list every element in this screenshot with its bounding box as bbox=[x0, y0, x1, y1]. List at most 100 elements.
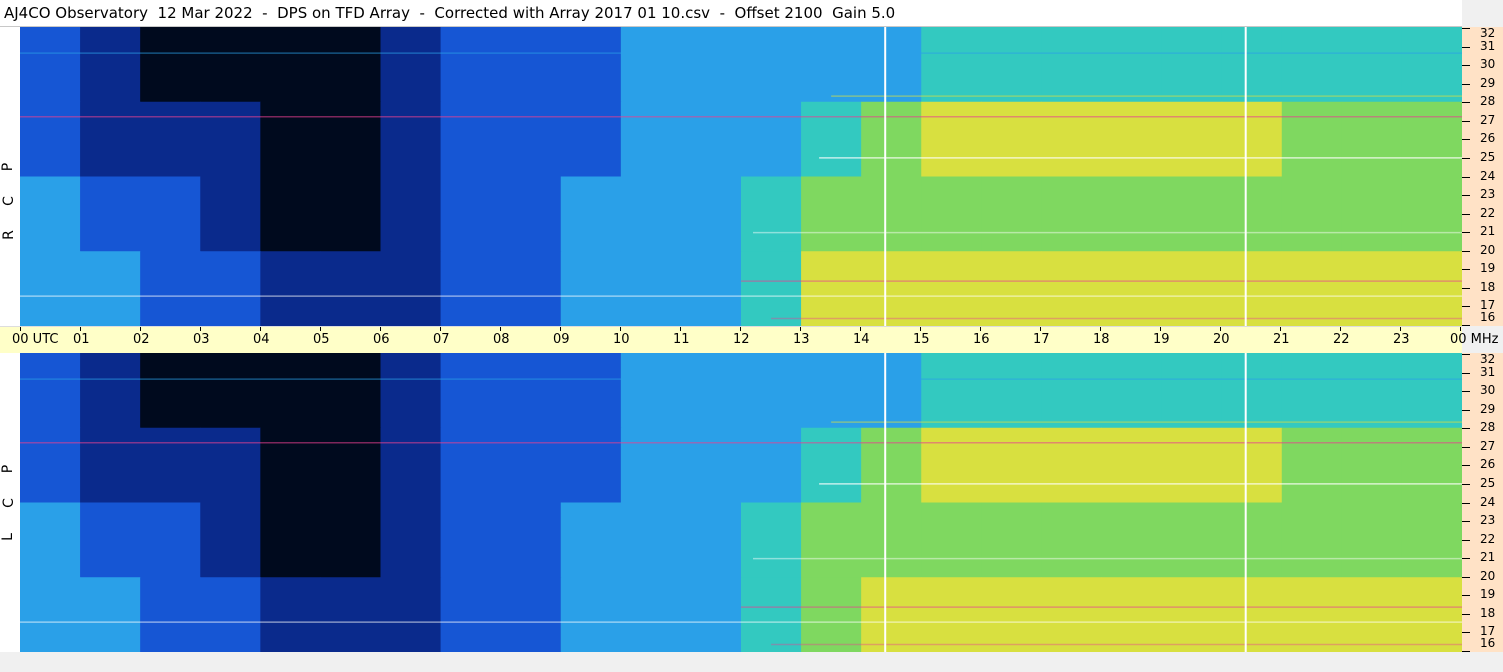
freq-tick bbox=[1462, 213, 1470, 215]
time-tick-label: 12 bbox=[733, 332, 750, 347]
freq-tick-label: 20 bbox=[1480, 242, 1496, 257]
rcp-cell bbox=[981, 251, 1042, 326]
lcp-cell bbox=[140, 353, 201, 429]
time-tick-label: 09 bbox=[553, 332, 570, 347]
lcp-cell bbox=[320, 427, 381, 503]
lcp-cell bbox=[981, 353, 1042, 429]
rcp-cell bbox=[1401, 27, 1462, 103]
freq-tick bbox=[1462, 287, 1470, 289]
lcp-cell bbox=[200, 577, 261, 652]
freq-tick-label: 30 bbox=[1480, 383, 1496, 398]
lcp-cell bbox=[1101, 353, 1163, 429]
lcp-cell bbox=[20, 427, 81, 503]
rcp-letter-p: P bbox=[0, 162, 17, 172]
time-tick bbox=[740, 327, 741, 331]
lcp-cell bbox=[380, 577, 442, 652]
lcp-cell bbox=[1281, 427, 1343, 503]
lcp-cell bbox=[620, 353, 682, 429]
rcp-cell bbox=[1401, 176, 1462, 252]
lcp-cell bbox=[921, 502, 982, 578]
rcp-cell bbox=[861, 176, 922, 252]
freq-tick bbox=[1462, 250, 1470, 252]
freq-tick-label: 25 bbox=[1480, 149, 1496, 164]
rcp-cell bbox=[380, 101, 442, 177]
rcp-cell bbox=[921, 101, 982, 177]
time-tick bbox=[500, 327, 501, 331]
lcp-cell bbox=[1161, 577, 1223, 652]
lcp-cell bbox=[741, 502, 802, 578]
time-tick bbox=[560, 327, 561, 331]
rcp-cell bbox=[1341, 101, 1403, 177]
rcp-cell bbox=[440, 101, 502, 177]
lcp-cell bbox=[620, 577, 682, 652]
time-axis: 00 UTC 01 02 03 04 05 06 07 08 09 10 11 12 13 14 15 16 17… bbox=[0, 326, 1499, 355]
time-tick-label: 17 bbox=[1033, 332, 1050, 347]
freq-tick bbox=[1462, 446, 1470, 448]
rcp-cell bbox=[20, 27, 81, 103]
lcp-cell bbox=[861, 577, 922, 652]
rcp-cell bbox=[680, 251, 742, 326]
rcp-cell bbox=[80, 176, 141, 252]
rcp-cell bbox=[320, 251, 381, 326]
time-tick-label: 14 bbox=[853, 332, 870, 347]
lcp-cell bbox=[921, 577, 982, 652]
rcp-cell bbox=[861, 251, 922, 326]
rcp-cell bbox=[1401, 251, 1462, 326]
lcp-cell bbox=[680, 353, 742, 429]
freq-tick-label: 26 bbox=[1480, 457, 1496, 472]
freq-tick bbox=[1462, 120, 1470, 122]
lcp-cell bbox=[680, 427, 742, 503]
rcp-cell bbox=[981, 101, 1042, 177]
lcp-cell bbox=[560, 353, 622, 429]
lcp-cell bbox=[560, 502, 622, 578]
rcp-cell bbox=[741, 251, 802, 326]
lcp-cell bbox=[1281, 502, 1343, 578]
lcp-cell bbox=[200, 427, 261, 503]
rcp-cell bbox=[801, 176, 862, 252]
time-tick-label: 18 bbox=[1093, 332, 1110, 347]
rcp-cell bbox=[1101, 176, 1163, 252]
rcp-cell bbox=[1401, 101, 1462, 177]
lcp-cell bbox=[620, 427, 682, 503]
freq-tick bbox=[1462, 139, 1470, 141]
freq-tick-label: 25 bbox=[1480, 475, 1496, 490]
freq-tick bbox=[1462, 558, 1470, 560]
time-tick bbox=[380, 327, 381, 331]
rcp-cell bbox=[200, 27, 261, 103]
rcp-cell bbox=[620, 251, 682, 326]
lcp-cell bbox=[921, 427, 982, 503]
lcp-cell bbox=[1161, 502, 1223, 578]
rcp-cell bbox=[380, 251, 442, 326]
lcp-cell bbox=[320, 353, 381, 429]
lcp-cell bbox=[1041, 577, 1102, 652]
lcp-cell bbox=[500, 577, 562, 652]
lcp-cell bbox=[1281, 353, 1343, 429]
freq-tick-label: 23 bbox=[1480, 513, 1496, 528]
rcp-cell bbox=[1221, 27, 1283, 103]
rcp-cell bbox=[500, 27, 562, 103]
lcp-cell bbox=[380, 427, 442, 503]
rcp-cell bbox=[1341, 251, 1403, 326]
lcp-cell bbox=[80, 502, 141, 578]
rcp-cell bbox=[981, 27, 1042, 103]
lcp-cell bbox=[741, 353, 802, 429]
rcp-cell bbox=[1041, 251, 1102, 326]
lcp-cell bbox=[1041, 502, 1102, 578]
lcp-cell bbox=[1161, 427, 1223, 503]
rcp-cell bbox=[1161, 27, 1223, 103]
lcp-letter-l: L bbox=[0, 533, 16, 541]
lcp-cell bbox=[1401, 577, 1462, 652]
rcp-letter-c: C bbox=[0, 196, 17, 206]
rcp-cell bbox=[1161, 176, 1223, 252]
rcp-cell bbox=[440, 176, 502, 252]
time-tick bbox=[80, 327, 81, 331]
freq-tick-label: 31 bbox=[1480, 364, 1496, 379]
rcp-cell bbox=[500, 176, 562, 252]
lcp-cell bbox=[20, 502, 81, 578]
time-tick bbox=[320, 327, 321, 331]
freq-tick bbox=[1462, 632, 1470, 634]
lcp-letter-p: P bbox=[0, 464, 17, 474]
rcp-cell bbox=[1161, 101, 1223, 177]
freq-tick-label: 27 bbox=[1480, 112, 1496, 127]
rcp-letter-r: R bbox=[0, 230, 17, 240]
